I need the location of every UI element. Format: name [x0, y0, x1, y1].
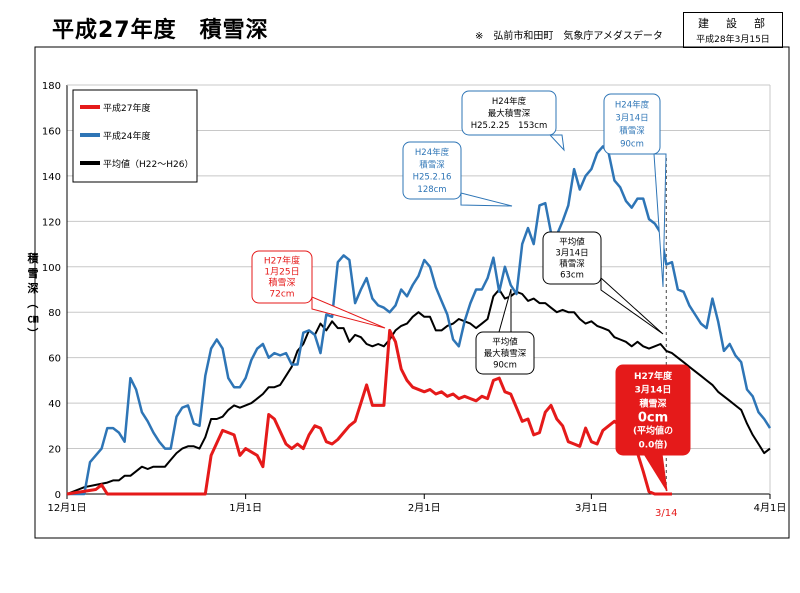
callout-pointer: [498, 288, 512, 333]
callout-pointer: [653, 153, 667, 288]
x-tick-label: 2月1日: [408, 502, 441, 514]
y-tick-label: 180: [42, 81, 61, 92]
y-tick-label: 80: [48, 308, 61, 319]
callout-text: 0cm: [638, 410, 668, 425]
callout-text: 積雪深: [619, 125, 645, 136]
y-tick-label: 140: [42, 172, 61, 183]
callout-text: H25.2.16: [413, 173, 452, 183]
y-axis-label: 積雪深 （ ㎝ ）: [26, 251, 40, 339]
department-name: 建 設 部: [698, 17, 768, 30]
callout-text: 積雪深: [559, 258, 585, 269]
callout-pointer: [548, 134, 565, 152]
callout-text: 90cm: [620, 139, 644, 149]
svg-text:（: （: [26, 298, 39, 309]
callout-text: H24年度: [415, 147, 450, 158]
callout-text: (平均値の: [633, 425, 673, 437]
callout-text: 平均値: [559, 236, 585, 247]
data-source-note: ※ 弘前市和田町 気象庁アメダスデータ: [475, 31, 663, 42]
callout-text: 1月25日: [264, 267, 299, 278]
legend-entry: 平成24年度: [103, 130, 150, 142]
callout-text: 90cm: [493, 360, 517, 370]
callout-box: [475, 331, 535, 375]
callout-text: H24年度: [615, 99, 650, 110]
callout-box: [542, 231, 602, 285]
callout-pointer: [311, 296, 386, 329]
callout-box: [603, 93, 661, 155]
callout-box: [251, 250, 313, 304]
callout-box: [402, 141, 462, 200]
callout-text: 最大積雪深: [488, 108, 531, 119]
callout-box: [615, 364, 691, 456]
legend-entry: 平均値（H22～H26）: [103, 158, 193, 170]
x-tick-label: 4月1日: [754, 502, 787, 514]
callout-text: 積雪深: [638, 397, 666, 409]
callout-text: 128cm: [417, 185, 446, 195]
callout-text: 最大積雪深: [484, 348, 527, 359]
page-title: 平成27年度 積雪深: [52, 18, 269, 43]
y-tick-label: 120: [42, 217, 61, 228]
callout-text: 平均値: [492, 337, 518, 348]
x-tick-label: 3月1日: [575, 502, 608, 514]
y-tick-label: 40: [48, 399, 61, 410]
series-h27-line: [66, 328, 672, 496]
svg-text:）: ）: [26, 328, 39, 339]
callout-text: H27年度: [264, 255, 300, 267]
x-tick-label: 1月1日: [229, 502, 262, 514]
callout-pointer: [460, 192, 513, 207]
callout-text: 3月14日: [555, 248, 588, 258]
callout-text: 72cm: [269, 290, 294, 300]
callout-text: H25.2.25 153cm: [471, 121, 548, 131]
report-date: 平成28年3月15日: [696, 35, 770, 45]
y-tick-label: 60: [48, 354, 61, 365]
y-tick-label: 160: [42, 126, 61, 137]
series-h24-line: [67, 145, 772, 496]
x-tick-label: 12月1日: [47, 502, 86, 514]
callout-pointer: [600, 276, 664, 335]
svg-text:深: 深: [28, 281, 39, 295]
callout-text: 0.0倍): [638, 438, 667, 450]
callout-text: H27年度: [634, 370, 673, 382]
legend-entry: 平成27年度: [103, 102, 150, 114]
svg-text:㎝: ㎝: [28, 312, 39, 325]
y-tick-label: 0: [55, 490, 61, 501]
y-tick-label: 100: [42, 263, 61, 274]
svg-text:雪: 雪: [28, 267, 39, 280]
y-tick-label: 20: [48, 445, 61, 456]
callout-text: 積雪深: [268, 277, 295, 289]
callout-text: 3月14日: [615, 113, 648, 123]
callout-box: [461, 90, 557, 136]
series-avg-line: [66, 288, 771, 495]
callout-text: 積雪深: [419, 159, 445, 170]
svg-text:積: 積: [27, 251, 40, 265]
date-marker-label: 3/14: [655, 508, 677, 519]
callout-text: 3月14日: [635, 385, 672, 396]
callout-text: 63cm: [560, 270, 584, 280]
callout-text: H24年度: [492, 96, 527, 107]
chart-frame: [34, 46, 790, 539]
